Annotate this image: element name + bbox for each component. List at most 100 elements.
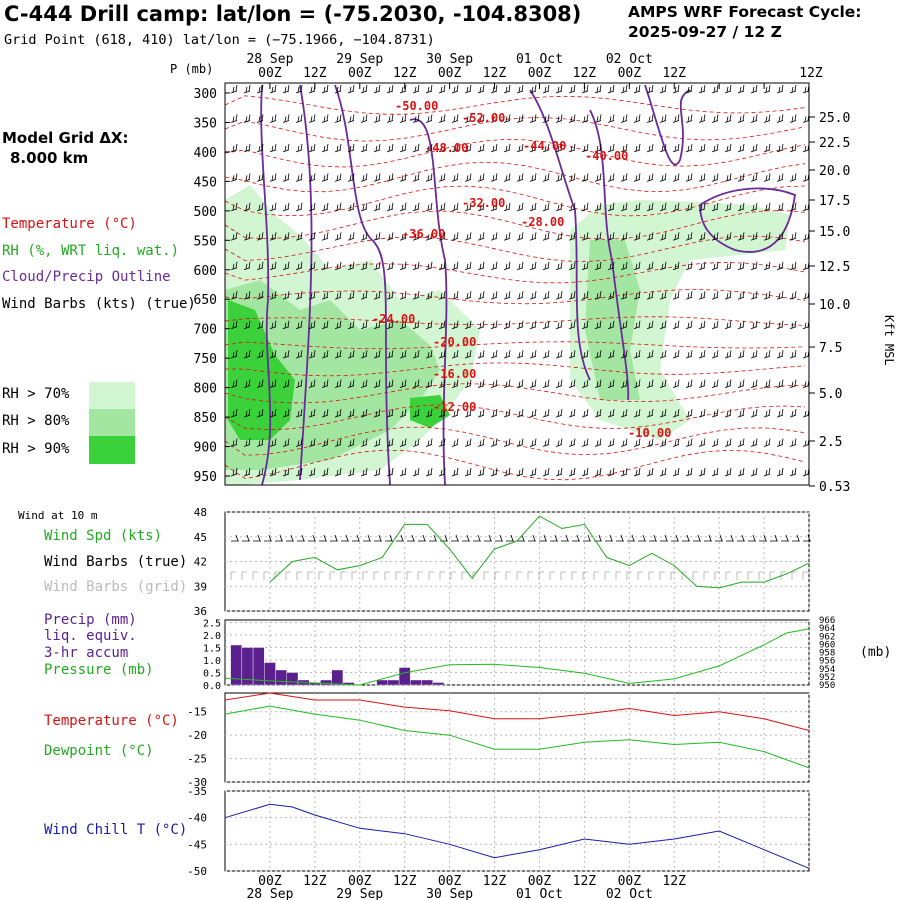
wind-barb [776,320,784,330]
windchill-ytick: -40 [187,812,207,825]
wind-barb [633,114,641,123]
wind-barb [750,291,758,300]
wind-barb [230,467,238,477]
date-label-bottom: 02 Oct [606,887,653,900]
wind-barb [477,84,485,94]
wind-barb [477,114,485,123]
wind-barb [373,202,381,212]
wind-barb-grid [527,571,533,580]
hour-label-bottom: 00Z [438,874,462,889]
wind-barb-grid [351,571,357,580]
wind-barb-true [572,534,580,542]
wind-barb [464,467,472,477]
wind-barb [763,232,771,241]
wind-barb [347,320,355,330]
pressure-ytick: 964 [819,624,835,634]
wind-barb [269,173,277,182]
precip-bar [398,667,411,686]
wind-barb [269,202,277,212]
wind-barb [789,438,797,447]
wind-barb [776,202,784,212]
wind-barb [295,84,303,94]
wind-barb-true [253,534,261,542]
wind-barb [412,143,420,153]
hour-label-bottom: 00Z [528,874,552,889]
wind-barb [256,409,264,418]
temp-panel-frame [224,692,810,783]
wind-barb [308,467,316,477]
wind-barb [620,467,628,477]
model-grid-title: Model Grid ΔX: [2,129,129,147]
precip-bar [275,669,287,686]
wind-barb [347,143,355,153]
wind-barb [295,143,303,153]
wind-barb [711,232,719,241]
wind-spd-label: Wind Spd (kts) [44,528,163,544]
wind-barb [386,409,394,418]
height-tick-label: 25.0 [819,111,850,126]
wind-barb [529,114,537,123]
wind-barb [789,261,797,271]
wind-barb [243,350,251,359]
wind-barb [256,350,264,359]
wind-barb-grid [648,571,654,580]
wind-barb [516,232,524,241]
wind-barb [659,261,667,271]
wind-barb [763,291,771,300]
wind-barb [503,467,511,477]
wind-barb [334,84,342,94]
wind-barb [750,409,758,418]
wind-barb [516,320,524,330]
wind-barb [659,467,667,477]
model-grid-label: Model Grid ΔX: 8.000 km [2,128,129,168]
temperature-contour [224,289,806,305]
wind-barb-true [704,534,712,542]
wind-barb [334,350,342,359]
wind-barb [360,202,368,212]
wind-barb [490,261,498,271]
wind-barb [529,467,537,477]
wind-barb [243,438,251,447]
wind-barb [412,84,420,94]
wind-barb [386,467,394,477]
wind-barb [581,143,589,153]
temperature-contour [224,404,806,430]
wind-barb [321,261,329,271]
wind-barb [672,143,680,153]
wind-barb [399,438,407,447]
wind-barb [568,438,576,447]
wind-barb [360,261,368,271]
wind-barb [490,202,498,212]
wind-barb-true [693,534,701,542]
wind-barb [698,232,706,241]
precip-liq-label: liq. equiv. [44,628,137,644]
wind-barb [685,409,693,418]
wind-barb [568,202,576,212]
wind-barb [295,379,303,388]
wind-barb [321,467,329,477]
wind-barb-grid [659,571,665,580]
wind-barb [490,438,498,447]
wind-ytick: 42 [194,556,207,569]
wind-barb [581,438,589,447]
wind-barb [282,379,290,388]
wind-barb [555,438,563,447]
pressure-tick-label: 650 [194,293,217,308]
wind-barb [620,173,628,182]
pressure-ytick: 966 [819,616,835,626]
wind-barb [659,202,667,212]
wind-barb [594,467,602,477]
wind-barb [321,409,329,418]
wind-barb-true [396,534,404,542]
wind-barb [490,467,498,477]
wind-barb [399,114,407,123]
wind-barb [750,467,758,477]
wind-barb [412,173,420,182]
wind-barb [620,350,628,359]
wind-barb [516,114,524,123]
wind-barb-true [451,534,459,542]
wind-barb [711,379,719,388]
wind-barb [672,438,680,447]
height-tick-label: 7.5 [819,341,842,356]
wind-barb [542,261,550,271]
